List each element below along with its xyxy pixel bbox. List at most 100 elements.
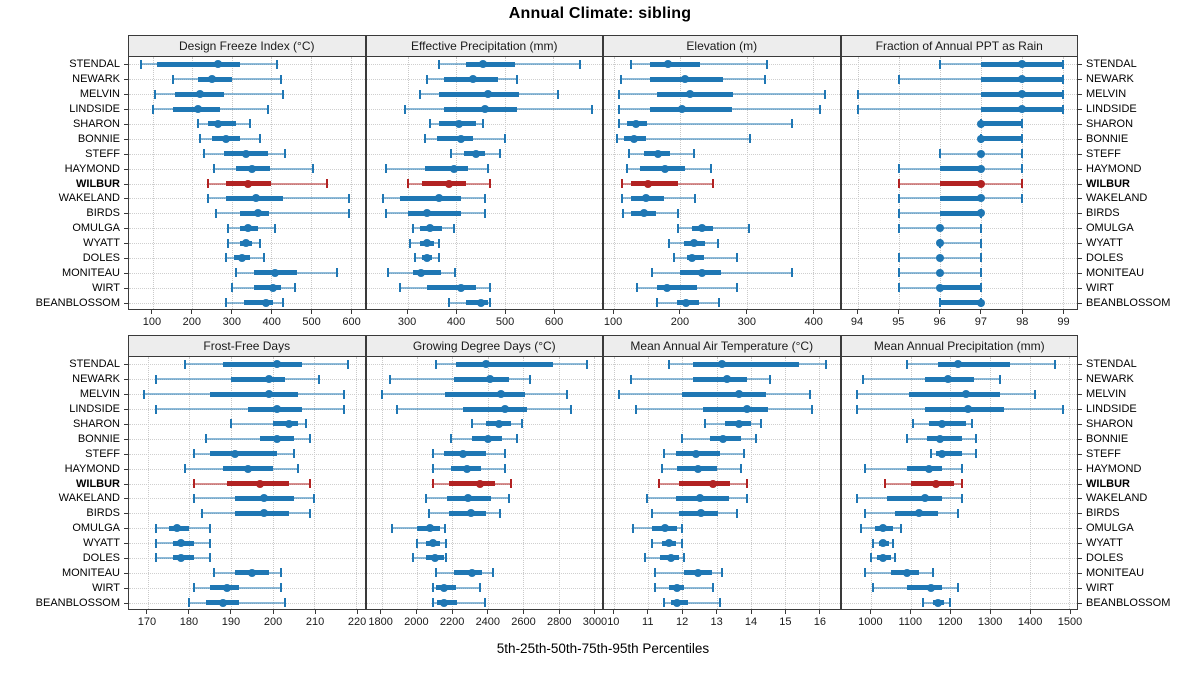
gridline-vertical [192, 57, 194, 309]
median-dot [272, 434, 281, 443]
site-row-gridline [604, 302, 840, 304]
median-dot [483, 90, 492, 99]
median-dot [231, 449, 240, 458]
panel-plot [365, 57, 603, 310]
site-row-tick [124, 257, 128, 259]
median-dot [680, 75, 689, 84]
whisker-cap-high [342, 404, 345, 414]
median-dot [264, 375, 273, 384]
site-label-right: HAYMOND [1086, 162, 1142, 175]
whisker-cap-low [448, 298, 451, 308]
axis-tick [784, 610, 786, 614]
median-dot [936, 434, 945, 443]
median-dot [920, 494, 929, 503]
median-dot [475, 479, 484, 488]
site-label-left: BONNIE [77, 432, 120, 445]
whisker-cap-high [676, 208, 679, 218]
whisker-cap-high [681, 523, 684, 533]
whisker-cap-high [693, 193, 696, 203]
whisker-cap-high [1061, 104, 1064, 114]
site-row-tick [124, 168, 128, 170]
axis-tick [647, 610, 649, 614]
whisker-cap-high [961, 479, 964, 488]
whisker-cap-low [621, 208, 624, 218]
median-dot [879, 524, 888, 533]
site-label-right: BEANBLOSSOM [1086, 296, 1171, 309]
axis-tick-label: 600 [544, 316, 564, 328]
gridline-vertical [314, 357, 316, 609]
whisker-cap-high [489, 283, 492, 293]
site-label-left: HAYMOND [64, 462, 120, 475]
axis-tick-label: 600 [342, 316, 361, 328]
axis-tick-label: 1800 [368, 616, 393, 628]
whisker-cap-low [142, 389, 145, 399]
median-dot [641, 194, 650, 203]
whisker-cap-low [155, 374, 158, 384]
whisker-cap-low [399, 283, 402, 293]
gridline-vertical [189, 357, 191, 609]
whisker-cap-high [720, 568, 723, 578]
median-dot [285, 419, 294, 428]
site-label-left: SHARON [72, 117, 120, 130]
site-label-left: STENDAL [69, 58, 120, 71]
gridline-vertical [523, 357, 525, 609]
whisker-cap-low [897, 253, 900, 263]
whisker-cap-low [897, 283, 900, 293]
whisker-cap-low [391, 523, 394, 533]
axis-tick [272, 610, 274, 614]
whisker-cap-low [382, 193, 385, 203]
site-label-left: BIRDS [86, 507, 120, 520]
whisker-cap-low [435, 359, 438, 369]
whisker-cap-high [292, 449, 295, 459]
whisker-cap-low [864, 568, 867, 578]
site-label-right: STENDAL [1086, 358, 1137, 371]
median-dot [243, 464, 252, 473]
site-label-left: BIRDS [86, 207, 120, 220]
median-dot [935, 253, 944, 262]
site-label-right: NEWARK [1086, 73, 1134, 86]
gridline-vertical [812, 57, 814, 309]
median-dot [734, 419, 743, 428]
axis-tick [909, 610, 911, 614]
site-row-tick [124, 272, 128, 274]
median-dot [976, 149, 985, 158]
interquartile-bar [455, 361, 554, 367]
whisker-cap-low [677, 223, 680, 233]
whisker-cap-high [262, 253, 265, 263]
panel-header: Growing Degree Days (°C) [365, 335, 603, 357]
whisker-cap-low [428, 119, 431, 129]
median-dot [719, 434, 728, 443]
gridline-vertical [1069, 357, 1071, 609]
site-label-right: LINDSIDE [1086, 403, 1137, 416]
whisker-cap-low [856, 389, 859, 399]
whisker-cap-low [897, 268, 900, 278]
panel-plot [128, 57, 366, 310]
site-row-tick [1078, 453, 1082, 455]
whisker-cap-high [248, 119, 251, 129]
median-dot [218, 598, 227, 607]
axis-tick-label: 1200 [938, 616, 963, 628]
whisker-cap-low [703, 419, 706, 429]
site-row-gridline [366, 123, 602, 125]
median-dot [247, 568, 256, 577]
whisker-cap-high [529, 374, 532, 384]
whisker-cap-high [811, 404, 814, 414]
site-row-tick [124, 198, 128, 200]
site-label-left: BONNIE [77, 132, 120, 145]
median-dot [976, 134, 985, 143]
site-label-right: WYATT [1086, 237, 1123, 250]
axis-tick [989, 610, 991, 614]
whisker-cap-high [747, 223, 750, 233]
gridline-vertical [553, 57, 555, 309]
site-row-tick [1078, 94, 1082, 96]
site-row-tick [1078, 572, 1082, 574]
gridline-vertical [648, 357, 650, 609]
median-dot [938, 449, 947, 458]
site-row-gridline [604, 213, 840, 215]
whisker-cap-high [486, 164, 489, 174]
site-label-right: SHARON [1086, 117, 1134, 130]
axis-tick-label: 210 [305, 616, 325, 628]
interquartile-bar [412, 270, 442, 276]
site-row-tick [124, 557, 128, 559]
whisker-cap-low [192, 479, 195, 488]
